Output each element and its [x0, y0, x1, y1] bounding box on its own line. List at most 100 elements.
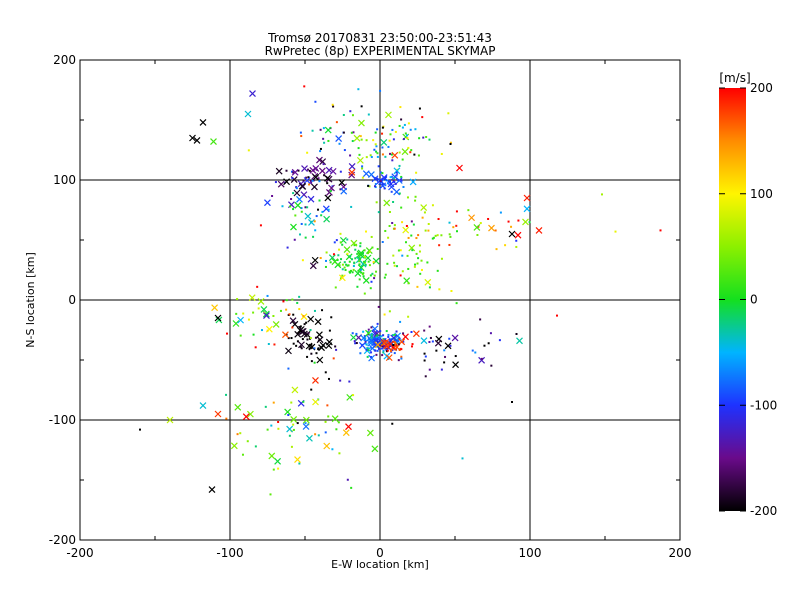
dot-marker — [274, 181, 277, 184]
title-line-1: Tromsø 20170831 23:50:00-23:51:43 — [267, 31, 492, 45]
dot-marker — [300, 222, 303, 225]
dot-marker — [377, 337, 380, 340]
dot-marker — [367, 113, 370, 116]
dot-marker — [418, 107, 421, 110]
dot-marker — [301, 338, 304, 341]
dot-marker — [375, 201, 378, 204]
dot-marker — [476, 233, 479, 236]
dot-marker — [400, 179, 403, 182]
dot-marker — [254, 445, 257, 448]
dot-marker — [393, 333, 396, 336]
dot-marker — [292, 423, 295, 426]
dot-marker — [353, 340, 356, 343]
dot-marker — [341, 243, 344, 246]
dot-marker — [334, 286, 337, 289]
cross-marker — [311, 256, 319, 264]
cross-marker — [291, 168, 299, 176]
y-tick-label: -200 — [49, 533, 76, 547]
dot-marker — [450, 290, 453, 293]
dot-marker — [370, 326, 373, 329]
dot-marker — [414, 128, 417, 131]
dot-marker — [374, 185, 377, 188]
dot-marker — [428, 138, 431, 141]
cross-marker — [303, 177, 311, 184]
dot-marker — [426, 261, 429, 264]
cross-marker — [272, 320, 280, 328]
cross-marker — [516, 337, 523, 345]
dot-marker — [306, 355, 309, 358]
dot-marker — [361, 165, 364, 168]
dot-marker — [318, 180, 321, 183]
dot-marker — [400, 348, 403, 351]
dot-marker — [348, 380, 351, 383]
cross-marker — [189, 134, 196, 142]
dot-marker — [406, 254, 409, 257]
dot-marker — [288, 313, 291, 316]
dot-marker — [351, 271, 354, 274]
dot-marker — [313, 220, 316, 223]
dot-marker — [341, 268, 344, 271]
dot-marker — [340, 258, 343, 261]
x-tick-label: -200 — [66, 546, 93, 560]
dot-marker — [366, 347, 369, 350]
dot-marker — [289, 205, 292, 208]
dot-marker — [397, 343, 400, 346]
dot-marker — [366, 355, 369, 358]
dot-marker — [371, 246, 374, 249]
dot-marker — [291, 176, 294, 179]
dot-marker — [556, 314, 558, 317]
dot-marker — [455, 210, 458, 213]
dot-marker — [448, 243, 451, 246]
dot-marker — [338, 142, 341, 145]
cross-marker — [385, 111, 392, 119]
dot-marker — [312, 179, 315, 182]
dot-marker — [301, 259, 304, 262]
cross-marker — [401, 148, 409, 156]
cross-marker — [420, 337, 428, 345]
dot-marker — [352, 394, 355, 397]
dot-marker — [379, 89, 382, 92]
dot-marker — [346, 264, 349, 267]
dot-marker — [314, 433, 317, 436]
dot-marker — [329, 190, 332, 193]
dot-marker — [386, 182, 389, 185]
dot-marker — [335, 121, 338, 124]
dot-marker — [418, 137, 421, 140]
dot-marker — [343, 261, 346, 264]
dot-marker — [267, 343, 270, 346]
dot-marker — [384, 340, 387, 343]
cross-marker — [408, 244, 416, 252]
dot-marker — [333, 241, 336, 244]
cross-marker — [393, 188, 401, 196]
cross-marker — [304, 212, 312, 220]
colorbar-tick-label: 200 — [750, 81, 773, 95]
dot-marker — [614, 230, 617, 233]
dot-marker — [247, 318, 250, 321]
dot-marker — [364, 342, 367, 345]
cross-marker — [380, 174, 388, 181]
dot-marker — [425, 135, 428, 138]
dot-marker — [480, 357, 483, 360]
dot-marker — [402, 340, 405, 343]
dot-marker — [287, 414, 290, 417]
dot-marker — [353, 244, 356, 247]
dot-marker — [360, 271, 363, 274]
dot-marker — [402, 332, 405, 335]
dot-marker — [394, 342, 397, 345]
dot-marker — [479, 318, 482, 321]
dot-marker — [428, 368, 431, 371]
dot-marker — [410, 220, 413, 223]
dot-marker — [334, 345, 337, 348]
dot-marker — [423, 329, 426, 332]
dot-marker — [363, 249, 366, 252]
dot-marker — [410, 345, 413, 348]
dot-marker — [359, 242, 362, 245]
dot-marker — [404, 241, 407, 244]
dot-marker — [349, 110, 352, 113]
dot-marker — [300, 347, 303, 350]
dot-marker — [338, 248, 341, 251]
dot-marker — [448, 233, 451, 236]
dot-marker — [296, 340, 299, 343]
dot-marker — [300, 210, 303, 213]
dot-marker — [290, 445, 293, 448]
